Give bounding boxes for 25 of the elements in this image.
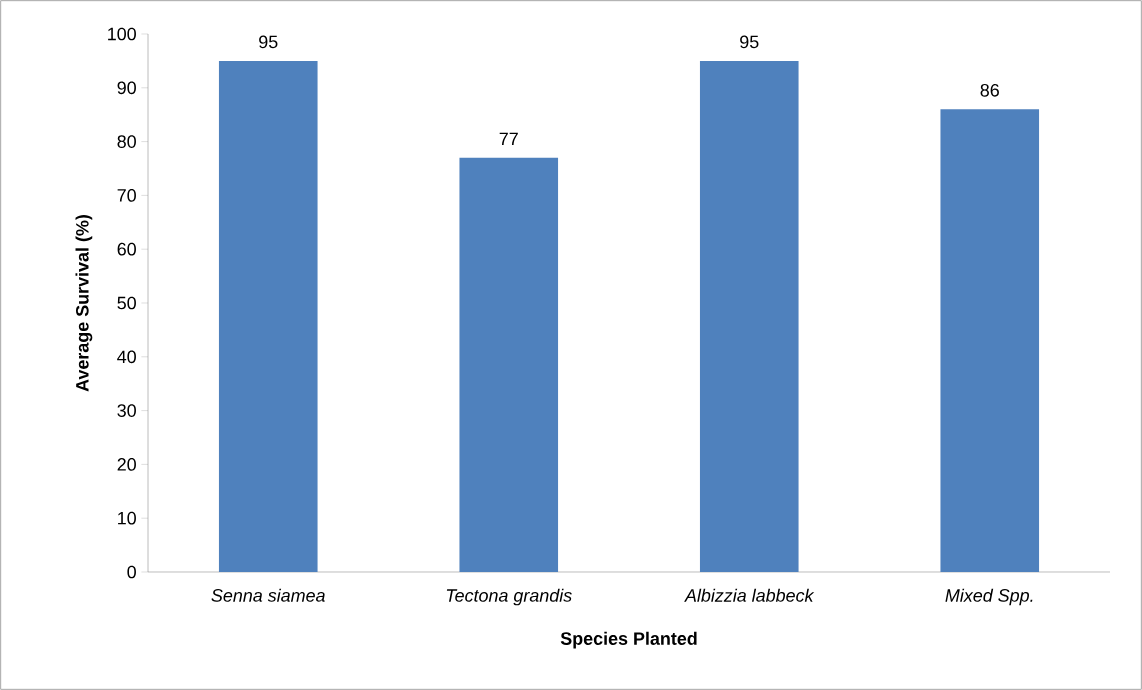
x-tick-label: Senna siamea bbox=[211, 588, 325, 602]
y-tick-label: 50 bbox=[117, 296, 136, 310]
y-axis-title: Average Survival (%) bbox=[75, 215, 93, 392]
y-tick-label: 40 bbox=[117, 350, 136, 364]
x-tick-label: Albizzia labbeck bbox=[684, 588, 815, 602]
bar bbox=[699, 60, 799, 572]
bar bbox=[459, 157, 559, 572]
data-label: 86 bbox=[980, 83, 999, 97]
y-tick-label: 90 bbox=[117, 81, 136, 95]
x-tick-label: Mixed Spp. bbox=[945, 588, 1033, 606]
y-tick-label: 20 bbox=[117, 458, 136, 471]
data-label: 95 bbox=[259, 35, 278, 49]
y-tick-label: 30 bbox=[117, 404, 136, 417]
data-label: 95 bbox=[740, 35, 759, 49]
y-tick-label: 10 bbox=[118, 511, 136, 525]
x-tick-label: Tectona grandis bbox=[446, 588, 572, 606]
bar bbox=[218, 60, 318, 572]
y-tick-label: 70 bbox=[117, 189, 136, 202]
y-tick-label: 80 bbox=[117, 135, 136, 148]
data-label: 77 bbox=[499, 132, 518, 146]
bar bbox=[940, 109, 1040, 572]
y-tick-label: 100 bbox=[108, 27, 136, 41]
y-tick-label: 0 bbox=[127, 565, 136, 579]
y-tick-label: 60 bbox=[117, 242, 136, 256]
x-axis-title: Species Planted bbox=[560, 631, 697, 649]
